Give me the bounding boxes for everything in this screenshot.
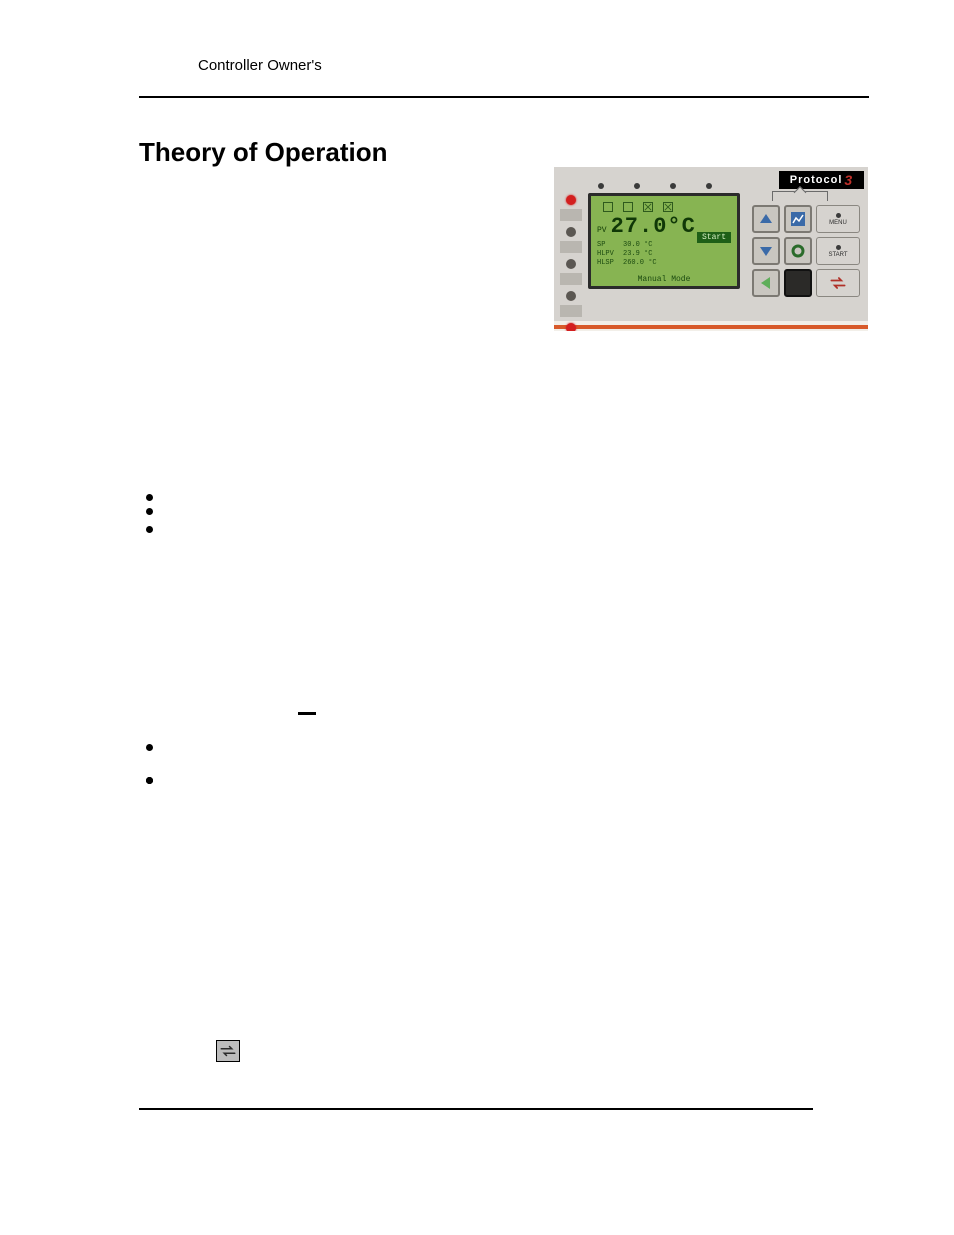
up-key[interactable] (752, 205, 780, 233)
lcd-top-icon (623, 202, 633, 212)
down-key[interactable] (752, 237, 780, 265)
brand-text: Protocol (790, 174, 843, 186)
blank-key[interactable] (784, 269, 812, 297)
header-rule (139, 96, 869, 98)
brand-accent: 3 (844, 172, 853, 188)
page: Controller Owner's Theory of Operation P… (0, 0, 954, 1235)
page-title: Theory of Operation (139, 137, 387, 168)
bullet-list-1 (146, 487, 172, 519)
keypad: MENU START (752, 205, 862, 297)
lcd-readout-row: HLSP260.0 °C (597, 259, 731, 268)
lcd-start-indicator: Start (697, 232, 731, 243)
footer-rule (139, 1108, 813, 1110)
lcd-screen: PV 27.0°C Start SP30.0 °CHLPV23.9 °CHLSP… (588, 193, 740, 289)
pv-label: PV (597, 226, 607, 235)
lcd-top-icon (663, 202, 673, 212)
controller-panel-photo: Protocol3 PV 27.0°C Start SP30.0 °CHLPV2… (554, 167, 868, 331)
keypad-bracket-graphic (772, 191, 828, 201)
status-led (559, 259, 583, 291)
inline-dash (298, 712, 316, 715)
enter-key[interactable] (784, 237, 812, 265)
pv-value: 27.0°C (611, 214, 696, 239)
lcd-readout-rows: SP30.0 °CHLPV23.9 °CHLSP260.0 °C (597, 241, 731, 268)
status-led (559, 291, 583, 323)
lcd-top-icon (603, 202, 613, 212)
start-key[interactable]: START (816, 237, 860, 265)
lcd-top-icon (643, 202, 653, 212)
left-key[interactable] (752, 269, 780, 297)
panel-orange-bar (554, 325, 868, 329)
lcd-readout-row: HLPV23.9 °C (597, 250, 731, 259)
status-led (559, 195, 583, 227)
menu-key[interactable]: MENU (816, 205, 860, 233)
cycle-key[interactable] (816, 269, 860, 297)
panel-screw-dots (598, 183, 712, 189)
lcd-mode-row: Manual Mode (591, 275, 737, 284)
status-led-column (559, 195, 583, 331)
lcd-top-icon-row (603, 200, 731, 214)
running-head: Controller Owner's (198, 57, 322, 74)
graph-key[interactable] (784, 205, 812, 233)
status-led (559, 227, 583, 259)
status-led (559, 323, 583, 331)
transfer-icon (216, 1040, 240, 1062)
bullet-list-2 (146, 737, 172, 770)
brand-plate: Protocol3 (779, 171, 864, 189)
